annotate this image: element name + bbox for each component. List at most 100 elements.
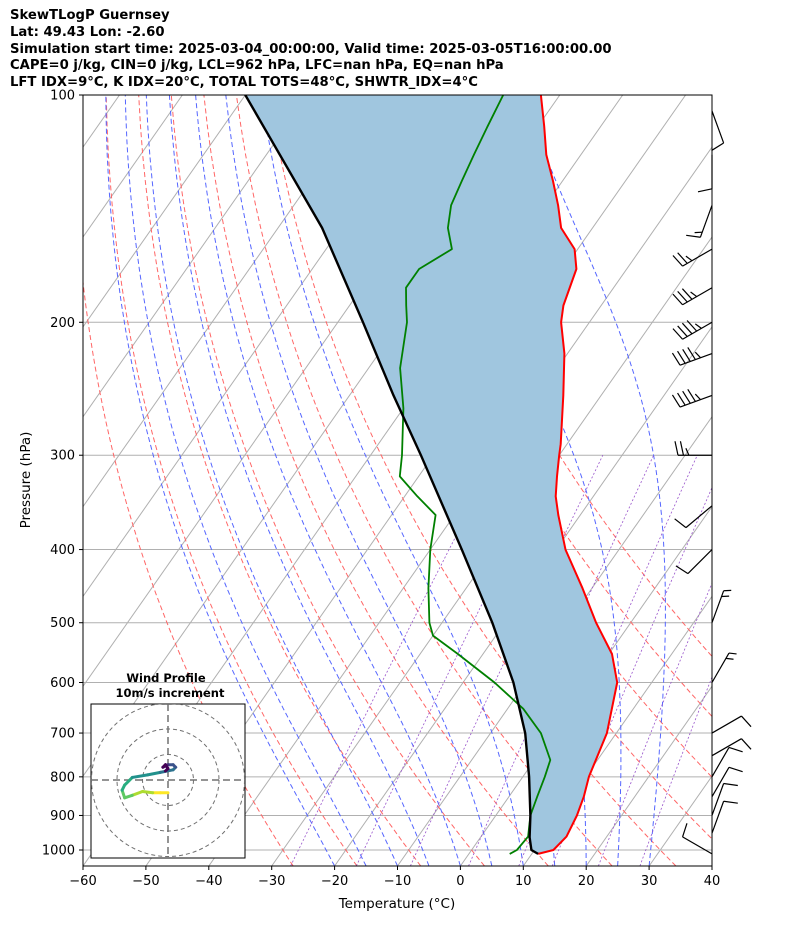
barb-shaft bbox=[682, 248, 713, 267]
hodograph-inner bbox=[91, 704, 245, 858]
moist-adiabat bbox=[105, 95, 336, 866]
barb-shaft bbox=[711, 801, 725, 834]
hodograph-subtitle: 10m/s increment bbox=[116, 686, 225, 700]
wind-barb bbox=[711, 782, 738, 816]
x-tick-label: 0 bbox=[456, 874, 464, 889]
barb-feather bbox=[723, 800, 738, 804]
isotherm-line bbox=[83, 95, 246, 328]
mixing-ratio-line bbox=[468, 455, 654, 866]
barb-feather bbox=[694, 323, 702, 329]
y-tick-label: 300 bbox=[50, 449, 75, 464]
wind-barb bbox=[672, 287, 713, 306]
barb-feather bbox=[677, 252, 688, 264]
barb-feather bbox=[674, 518, 687, 529]
wind-barb bbox=[711, 715, 752, 734]
isotherm-line bbox=[83, 95, 309, 418]
wind-barb bbox=[675, 549, 713, 575]
barb-feather bbox=[682, 390, 691, 404]
isotherm-line bbox=[334, 325, 712, 866]
isotherm-line bbox=[711, 865, 712, 866]
y-tick-label: 500 bbox=[50, 616, 75, 631]
barb-feather bbox=[675, 565, 689, 575]
isotherm-line bbox=[83, 95, 183, 238]
barb-shaft bbox=[711, 110, 725, 144]
moist-adiabat bbox=[195, 95, 461, 866]
dewpoint-line bbox=[398, 95, 552, 855]
moist-adiabat bbox=[168, 95, 430, 866]
y-tick-label: 900 bbox=[50, 809, 75, 824]
barb-shaft bbox=[682, 836, 713, 855]
barb-feather bbox=[697, 188, 713, 193]
barb-feather bbox=[674, 441, 679, 456]
barb-shaft bbox=[711, 747, 730, 778]
moist-adiabat bbox=[225, 95, 493, 866]
wind-barb bbox=[672, 320, 713, 340]
hodograph-segment bbox=[163, 767, 170, 773]
barb-feather bbox=[687, 347, 696, 360]
wind-barb bbox=[672, 248, 713, 267]
barb-feather bbox=[686, 320, 698, 332]
barb-feather bbox=[677, 290, 688, 303]
wind-barb bbox=[674, 441, 712, 456]
barb-shaft bbox=[711, 783, 725, 816]
barb-shaft bbox=[711, 652, 730, 683]
barb-shaft bbox=[682, 287, 713, 306]
barb-shaft bbox=[711, 590, 725, 623]
wind-barb bbox=[711, 652, 737, 683]
y-tick-label: 1000 bbox=[42, 844, 75, 859]
barb-feather bbox=[740, 715, 752, 728]
x-tick-label: 30 bbox=[641, 874, 658, 889]
barb-feather bbox=[682, 348, 691, 362]
moist-adiabat bbox=[124, 95, 367, 866]
mixing-ratio-line bbox=[410, 455, 604, 866]
barb-feather bbox=[690, 291, 698, 298]
barb-shaft bbox=[711, 738, 742, 757]
y-tick-label: 700 bbox=[50, 727, 75, 742]
barb-feather bbox=[677, 325, 688, 337]
cape-cin-shading bbox=[245, 95, 618, 854]
barb-feather bbox=[723, 782, 738, 787]
profiles bbox=[244, 95, 619, 855]
y-axis-ticks: 1000 900 800 700 600 500 400 300 200 100 bbox=[42, 89, 83, 859]
barb-feather bbox=[672, 328, 684, 340]
barb-shaft bbox=[711, 766, 730, 798]
barb-feather bbox=[728, 766, 743, 773]
barb-feather bbox=[679, 441, 685, 456]
wind-barb bbox=[711, 110, 725, 152]
wind-barb bbox=[711, 766, 743, 798]
isotherm-line bbox=[585, 685, 712, 866]
x-axis-label: Temperature (°C) bbox=[338, 896, 456, 912]
y-tick-label: 800 bbox=[50, 770, 75, 785]
wind-barb bbox=[671, 347, 713, 366]
hodograph-segment bbox=[141, 789, 155, 795]
mixing-ratio-line bbox=[639, 675, 712, 866]
barb-feather bbox=[681, 288, 693, 300]
barb-shaft bbox=[682, 321, 713, 340]
y-tick-label: 100 bbox=[50, 89, 75, 104]
temperature-line bbox=[537, 95, 619, 855]
parcel-line bbox=[244, 95, 539, 855]
dry-adiabat bbox=[105, 95, 358, 866]
barb-feather bbox=[728, 652, 737, 655]
barb-feather bbox=[728, 746, 743, 753]
barb-shaft bbox=[679, 394, 713, 408]
hodograph-segment bbox=[123, 775, 134, 787]
barb-shaft bbox=[679, 352, 713, 366]
wind-barb bbox=[711, 800, 738, 834]
barb-shaft bbox=[699, 205, 713, 238]
isotherm-line bbox=[397, 415, 712, 866]
y-tick-label: 400 bbox=[50, 543, 75, 558]
dry-adiabat bbox=[235, 95, 613, 866]
barb-feather bbox=[681, 823, 688, 838]
barb-feather bbox=[685, 447, 690, 456]
indices-line: LFT IDX=9°C, K IDX=20°C, TOTAL TOTS=48°C… bbox=[10, 75, 478, 91]
cape-shade-area bbox=[245, 95, 618, 854]
wind-barb bbox=[671, 389, 713, 408]
x-tick-label: −40 bbox=[195, 874, 222, 889]
y-tick-label: 600 bbox=[50, 676, 75, 691]
hodograph-segment bbox=[130, 789, 144, 797]
y-tick-label: 200 bbox=[50, 316, 75, 331]
barb-feather bbox=[725, 657, 734, 660]
x-tick-label: −30 bbox=[258, 874, 285, 889]
hodograph-title: Wind Profile bbox=[126, 671, 206, 685]
